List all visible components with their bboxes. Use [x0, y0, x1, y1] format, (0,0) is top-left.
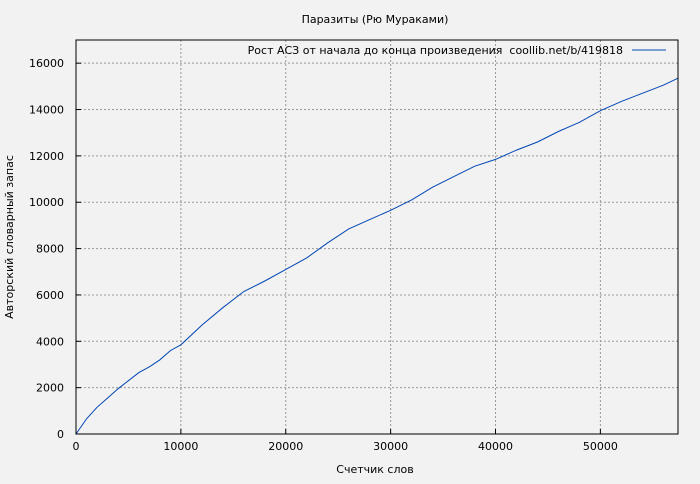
- grid: [76, 40, 678, 434]
- legend-label: Рост АСЗ от начала до конца произведения…: [248, 44, 623, 57]
- x-axis-label: Счетчик слов: [336, 463, 413, 476]
- y-axis-label: Авторский словарный запас: [3, 155, 16, 319]
- y-tick-label: 2000: [36, 382, 64, 395]
- ticks: 0 10000 20000 30000 40000 50000 0 2000 4000 6000 8…: [29, 57, 618, 453]
- plot-frame: [75, 39, 679, 435]
- y-tick-label: 4000: [36, 335, 64, 348]
- legend: Рост АСЗ от начала до конца произведения…: [248, 44, 666, 57]
- y-tick-label: 14000: [29, 104, 64, 117]
- y-tick-label: 6000: [36, 289, 64, 302]
- y-tick-label: 0: [57, 428, 64, 441]
- x-tick-label: 10000: [163, 440, 198, 453]
- x-tick-label: 20000: [268, 440, 303, 453]
- x-tick-label: 0: [73, 440, 80, 453]
- series: [75, 77, 679, 435]
- chart-title: Паразиты (Рю Мураками): [302, 13, 449, 26]
- x-tick-label: 50000: [583, 440, 618, 453]
- series-line: [75, 77, 679, 435]
- y-tick-label: 10000: [29, 196, 64, 209]
- x-tick-label: 40000: [478, 440, 513, 453]
- y-tick-label: 12000: [29, 150, 64, 163]
- y-tick-label: 8000: [36, 243, 64, 256]
- y-tick-label: 16000: [29, 57, 64, 70]
- x-tick-label: 30000: [373, 440, 408, 453]
